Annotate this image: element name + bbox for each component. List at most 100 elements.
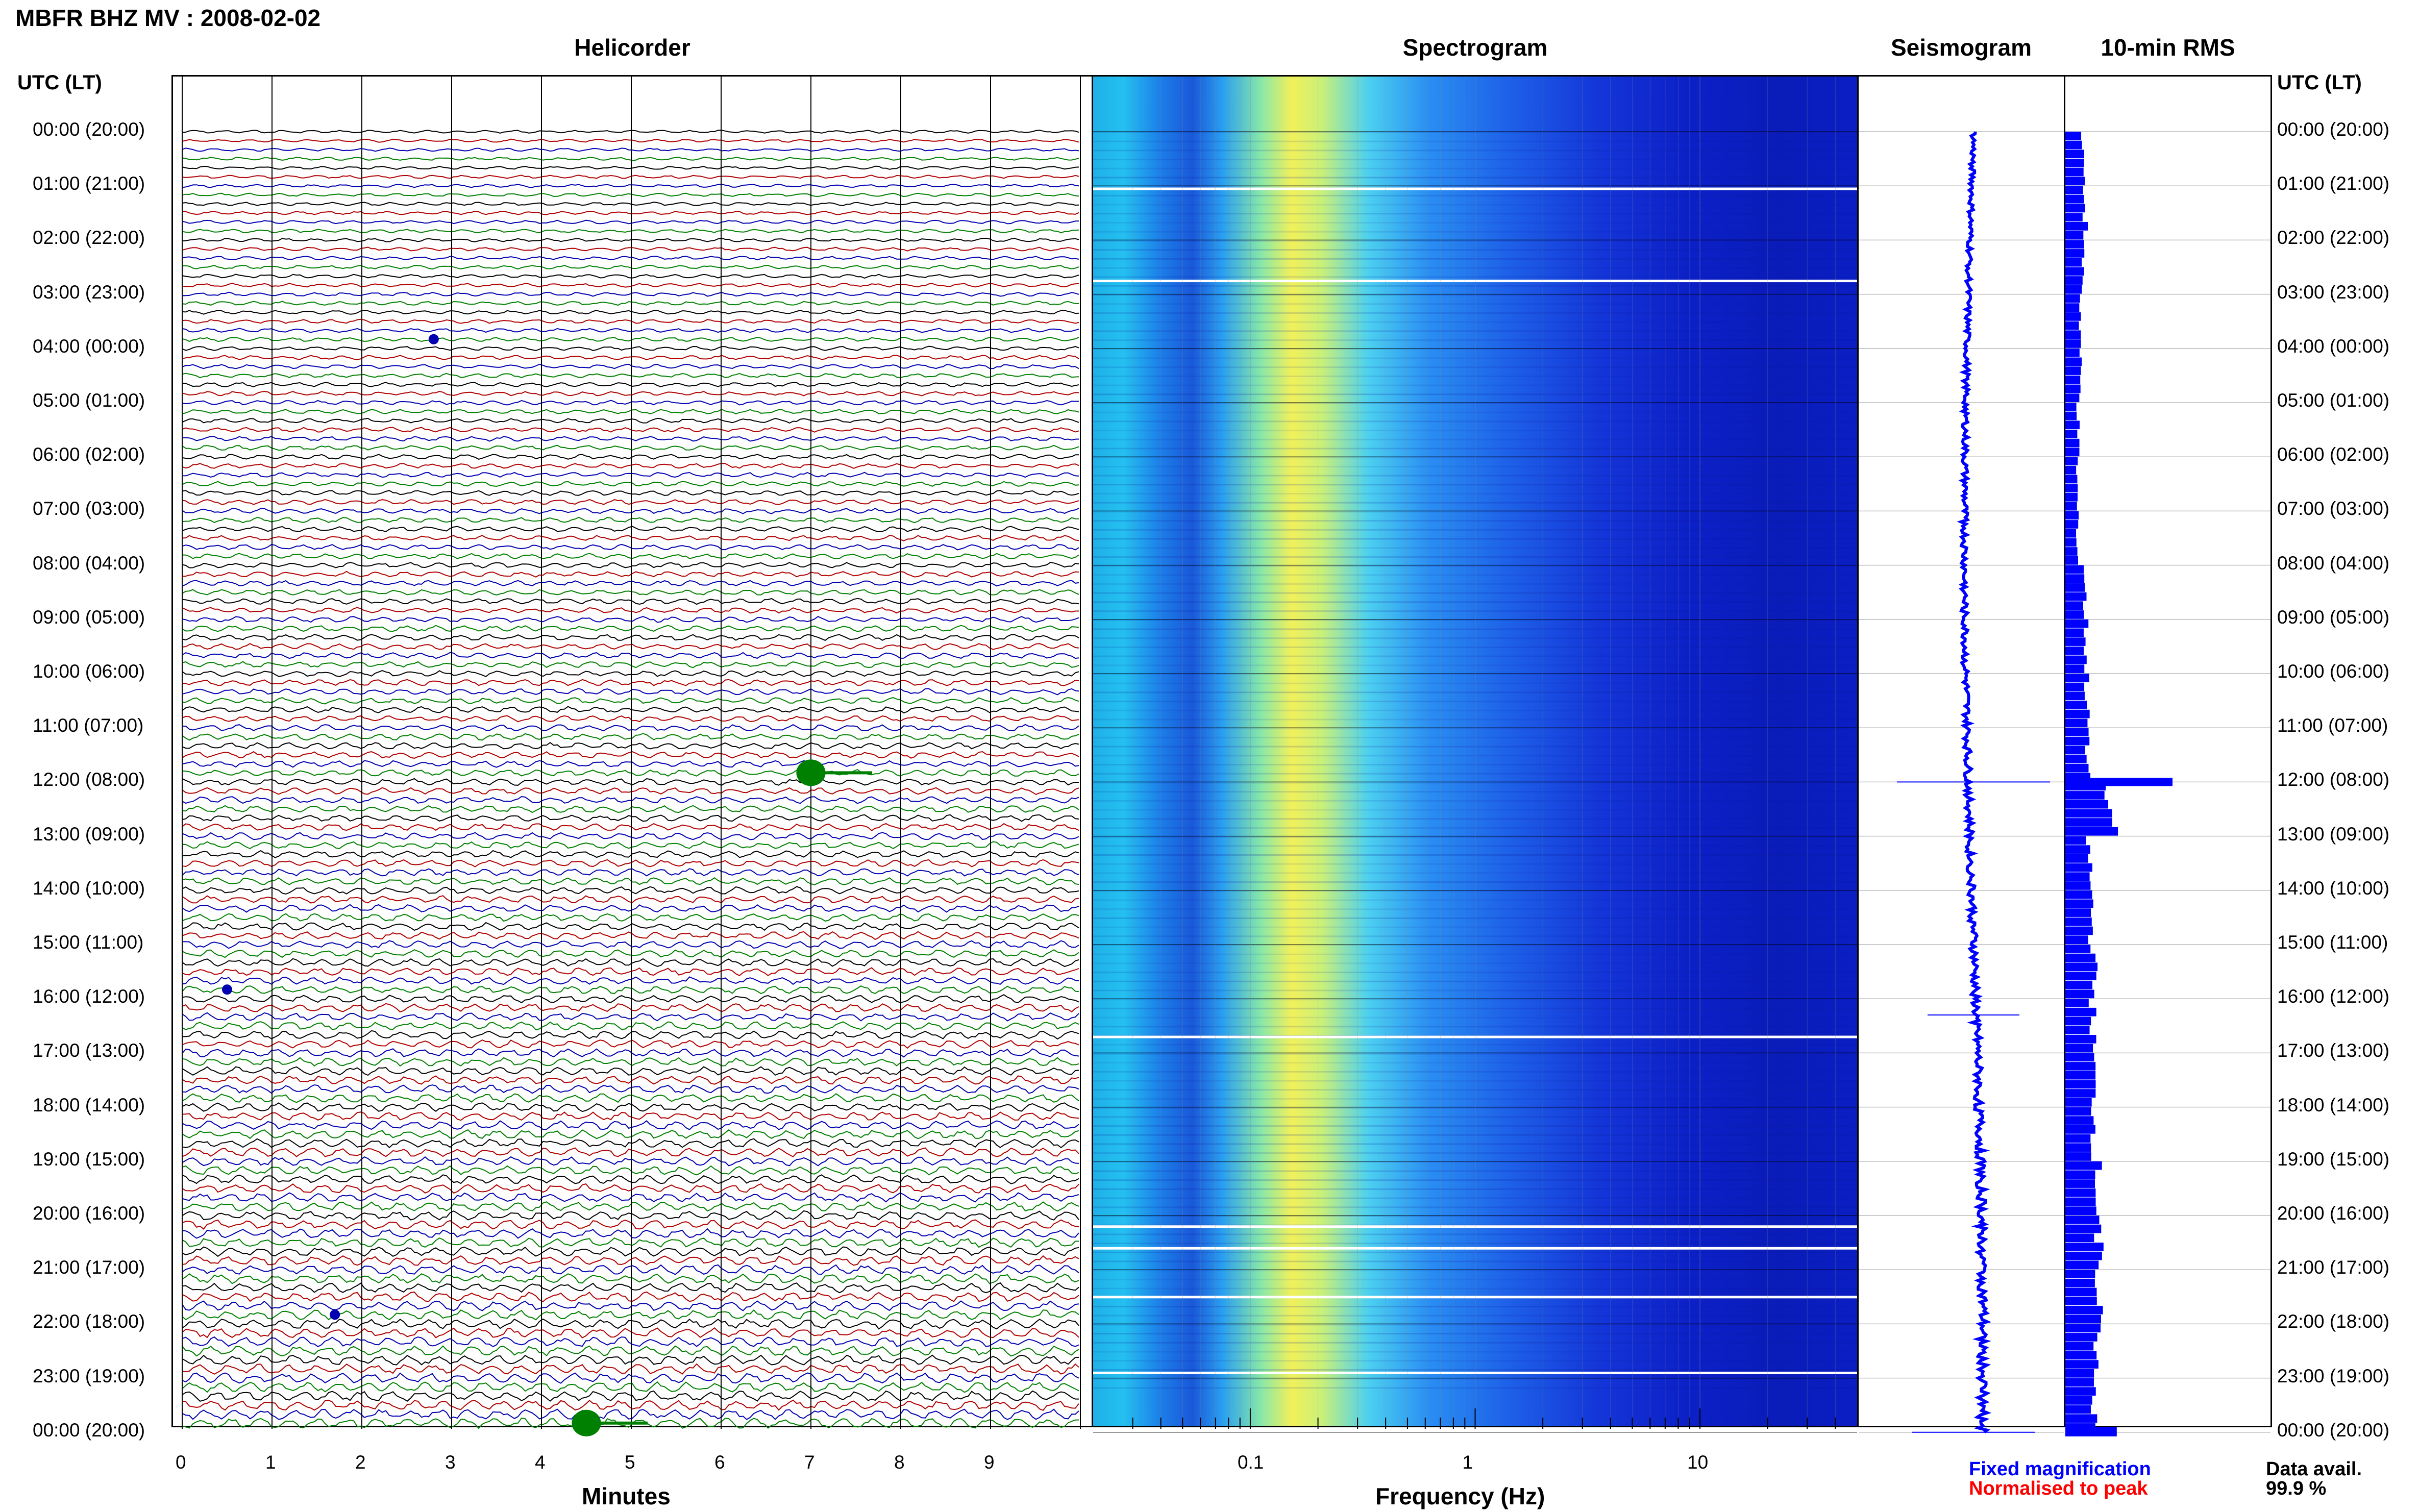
helicorder-plot [182, 77, 1081, 1436]
helicorder-tick-label: 4 [535, 1452, 546, 1473]
helicorder-trace [182, 1291, 1079, 1302]
time-label-left: 15:00 (11:00) [33, 932, 144, 953]
helicorder-trace [182, 886, 1079, 895]
rms-bar [2065, 1152, 2091, 1161]
rms-bar [2065, 1414, 2097, 1423]
rms-bar [2065, 348, 2080, 357]
right-axis-heading: UTC (LT) [2277, 71, 2362, 94]
rms-bar [2065, 890, 2092, 899]
helicorder-trace [182, 580, 1079, 587]
helicorder-trace [182, 760, 1079, 768]
helicorder-trace [182, 1237, 1079, 1248]
rms-bar [2065, 926, 2093, 935]
helicorder-trace [182, 1354, 1079, 1366]
time-label-left: 08:00 (04:00) [33, 552, 145, 574]
helicorder-trace [182, 1192, 1079, 1203]
helicorder-trace [182, 382, 1079, 388]
time-label-left: 02:00 (22:00) [33, 227, 145, 249]
helicorder-trace [182, 1138, 1079, 1149]
helicorder-trace [182, 175, 1079, 179]
time-label-right: 02:00 (22:00) [2277, 227, 2390, 249]
helicorder-trace [182, 607, 1079, 614]
helicorder-trace [182, 1219, 1079, 1230]
rms-bar [2065, 899, 2093, 908]
helicorder-trace [182, 526, 1079, 533]
helicorder-trace [182, 543, 1079, 551]
helicorder-trace [182, 363, 1079, 369]
helicorder-title: Helicorder [574, 34, 690, 61]
helicorder-trace [182, 841, 1079, 850]
helicorder-trace [182, 156, 1079, 161]
time-label-right: 09:00 (05:00) [2277, 606, 2390, 628]
helicorder-x-label: Minutes [582, 1483, 671, 1509]
rms-bar [2065, 448, 2080, 457]
rms-bar [2065, 800, 2109, 809]
helicorder-trace [182, 1003, 1079, 1013]
helicorder-trace [182, 229, 1079, 234]
rms-bar [2065, 935, 2088, 944]
helicorder-trace [182, 1309, 1079, 1321]
rms-bar [2065, 1179, 2095, 1188]
helicorder-trace [182, 417, 1079, 424]
time-label-left: 07:00 (03:00) [33, 498, 145, 519]
time-label-left: 23:00 (19:00) [33, 1365, 145, 1386]
rms-bar [2065, 267, 2084, 276]
rms-bar [2065, 908, 2091, 917]
helicorder-panel [171, 75, 1093, 1436]
helicorder-trace [182, 589, 1079, 596]
rms-bar [2065, 538, 2077, 547]
rms-bar [2065, 1387, 2096, 1396]
helicorder-trace [182, 1183, 1079, 1194]
time-label-right: 10:00 (06:00) [2277, 661, 2390, 682]
rms-bar [2065, 1405, 2091, 1414]
time-label-right: 19:00 (15:00) [2277, 1148, 2390, 1170]
rms-bar [2065, 1287, 2097, 1297]
helicorder-trace [182, 598, 1079, 605]
helicorder-trace [182, 1084, 1079, 1094]
helicorder-trace [182, 859, 1079, 867]
rms-bar [2065, 1044, 2093, 1053]
helicorder-trace [182, 1039, 1079, 1049]
time-label-left: 10:00 (06:00) [33, 661, 145, 682]
helicorder-trace [182, 706, 1079, 714]
helicorder-trace [182, 508, 1079, 514]
helicorder-trace [182, 274, 1079, 279]
rms-bar [2065, 357, 2082, 366]
helicorder-trace [182, 1075, 1079, 1085]
helicorder-trace [182, 130, 1079, 134]
rms-bar [2065, 475, 2078, 484]
time-label-right: 22:00 (18:00) [2277, 1311, 2390, 1332]
helicorder-trace [182, 390, 1079, 396]
rms-bar [2065, 1107, 2091, 1116]
helicorder-trace [182, 787, 1079, 795]
rms-bar [2065, 574, 2085, 583]
rms-bar [2065, 863, 2092, 872]
rms-bar [2065, 736, 2090, 746]
rms-bar [2065, 484, 2078, 492]
rms-bar [2065, 1297, 2097, 1305]
helicorder-trace [182, 1417, 1079, 1429]
helicorder-trace [182, 301, 1079, 306]
helicorder-trace [182, 1273, 1079, 1284]
helicorder-tick-label: 7 [804, 1452, 815, 1473]
time-label-left: 14:00 (10:00) [33, 877, 145, 899]
helicorder-trace [182, 1030, 1079, 1040]
rms-bar [2065, 962, 2098, 972]
rms-bar [2065, 836, 2086, 845]
seismogram-panel [1857, 75, 2065, 1434]
helicorder-trace [182, 931, 1079, 940]
rms-bar [2065, 240, 2084, 249]
helicorder-trace [182, 958, 1079, 968]
time-label-left: 00:00 (20:00) [33, 119, 145, 140]
rms-bar [2065, 1260, 2099, 1270]
rms-bar [2065, 502, 2077, 511]
helicorder-trace [182, 616, 1079, 623]
spectrogram-x-label: Frequency (Hz) [1375, 1483, 1545, 1509]
time-label-right: 12:00 (08:00) [2277, 769, 2390, 790]
helicorder-trace [182, 183, 1079, 188]
rms-bar [2065, 917, 2092, 926]
rms-bar [2065, 945, 2091, 953]
time-label-right: 03:00 (23:00) [2277, 281, 2390, 303]
helicorder-trace [182, 976, 1079, 985]
time-label-right: 18:00 (14:00) [2277, 1094, 2390, 1116]
